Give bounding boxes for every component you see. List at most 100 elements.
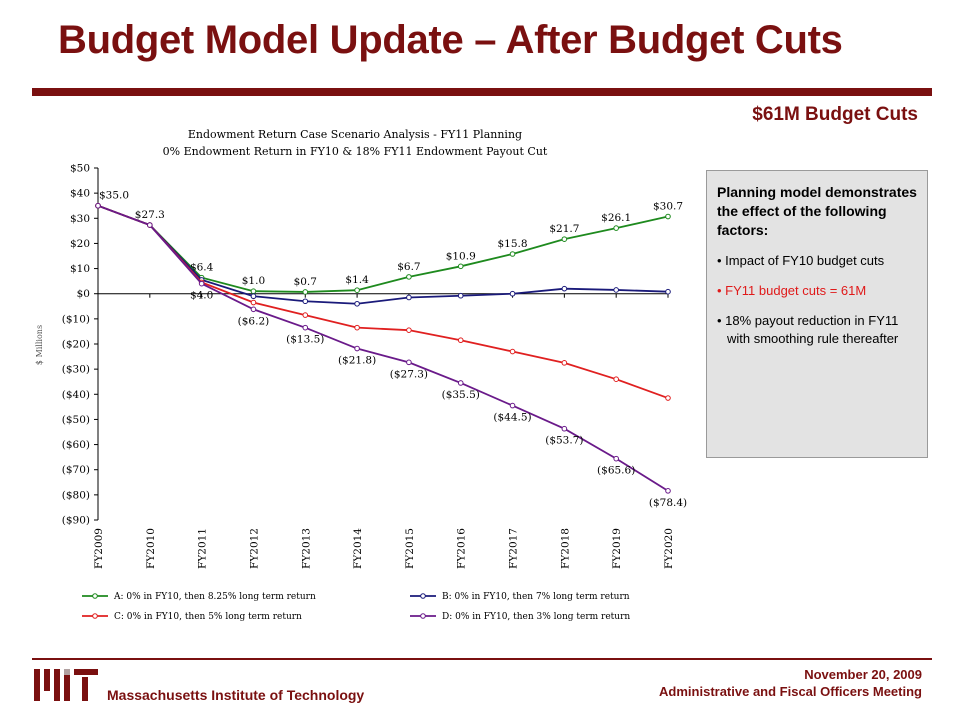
data-point-b — [561, 285, 568, 292]
data-label-a: $35.0 — [99, 190, 129, 202]
series-line-d — [97, 204, 669, 492]
x-tick-label: FY2011 — [197, 528, 209, 569]
footer-event: November 20, 2009 Administrative and Fis… — [659, 666, 922, 700]
chart-legend: A: 0% in FY10, then 8.25% long term retu… — [82, 592, 630, 622]
y-tick-label: ($50) — [62, 414, 90, 426]
data-point-d — [95, 202, 101, 209]
y-axis-label: $ Millions — [35, 325, 44, 365]
mit-logo-icon — [34, 669, 98, 701]
x-tick-label: FY2012 — [248, 528, 260, 569]
data-label-a: $6.4 — [190, 262, 214, 274]
data-point-a — [561, 236, 568, 242]
info-item-payout-reduction: • 18% payout reduction in FY11 with smoo… — [717, 313, 899, 346]
x-tick-label: FY2019 — [611, 528, 623, 569]
data-point-c — [457, 337, 464, 344]
endowment-line-chart: Endowment Return Case Scenario Analysis … — [35, 128, 687, 622]
title-divider — [32, 88, 932, 96]
footer-divider — [32, 658, 932, 660]
data-point-a — [302, 289, 309, 295]
y-tick-label: ($90) — [62, 515, 90, 527]
y-tick-label: $30 — [70, 213, 90, 225]
data-point-b — [302, 298, 309, 305]
y-tick-label: ($10) — [62, 313, 90, 325]
x-tick-label: FY2010 — [145, 528, 157, 569]
y-tick-label: ($70) — [62, 464, 90, 476]
data-point-d — [198, 280, 205, 287]
info-heading: Planning model demonstrates the effect o… — [717, 184, 917, 238]
data-label-d: ($53.7) — [545, 435, 583, 447]
legend-marker-b — [420, 593, 426, 599]
x-tick-label: FY2014 — [352, 528, 364, 569]
data-label-d: $4.0 — [190, 290, 213, 302]
legend-marker-d — [420, 613, 426, 619]
y-tick-label: $40 — [70, 188, 90, 200]
footer-date: November 20, 2009 — [804, 667, 922, 682]
legend-label-c: C: 0% in FY10, then 5% long term return — [114, 612, 302, 622]
slide-title: Budget Model Update – After Budget Cuts — [58, 18, 843, 62]
data-point-d — [406, 359, 412, 366]
data-label-a: $1.0 — [242, 275, 265, 287]
data-point-c — [561, 360, 568, 366]
data-point-d — [147, 222, 153, 228]
info-item-fy11-cuts: • FY11 budget cuts = 61M — [717, 283, 867, 298]
data-label-d: ($65.6) — [597, 465, 635, 477]
legend-label-b: B: 0% in FY10, then 7% long term return — [442, 592, 630, 602]
series-line-b — [97, 204, 669, 305]
x-tick-label: FY2009 — [93, 528, 105, 569]
info-item-fy10-impact: • Impact of FY10 budget cuts — [717, 253, 885, 268]
data-point-c — [406, 327, 412, 333]
x-tick-label: FY2018 — [559, 528, 571, 569]
data-label-d: ($6.2) — [238, 315, 270, 327]
data-point-b — [250, 293, 257, 300]
data-point-b — [509, 290, 516, 297]
x-tick-label: FY2017 — [508, 528, 520, 569]
legend-marker-c — [92, 613, 98, 619]
data-point-c — [613, 376, 619, 383]
y-tick-label: ($40) — [62, 389, 90, 401]
data-point-a — [354, 287, 360, 293]
data-point-d — [302, 324, 309, 331]
data-point-a — [665, 213, 671, 220]
y-tick-label: $10 — [70, 263, 90, 275]
y-tick-label: $50 — [70, 163, 90, 175]
chart-title: Endowment Return Case Scenario Analysis … — [188, 128, 522, 141]
data-label-d: ($13.5) — [286, 334, 324, 346]
series-layer: $35.0 $27.3 $6.4 $1.0 $0.7 $1.4 $6.7 $10.9 $15.8… — [95, 190, 687, 509]
data-point-c — [354, 324, 360, 331]
data-label-a: $27.3 — [135, 209, 165, 221]
data-label-a: $30.7 — [653, 201, 683, 213]
chart-axes: $50 $40 $30 $20 $10 $0 ($10) ($20) ($30) ($40) ($5… — [62, 163, 675, 569]
data-label-d: ($21.8) — [338, 355, 376, 367]
y-tick-label: $20 — [70, 238, 90, 250]
data-label-d: ($35.5) — [442, 389, 480, 401]
y-tick-label: ($80) — [62, 489, 90, 501]
data-point-b — [354, 300, 360, 307]
institute-name: Massachusetts Institute of Technology — [107, 687, 365, 703]
x-tick-label: FY2013 — [300, 528, 312, 569]
x-tick-label: FY2015 — [404, 528, 416, 569]
series-line-a — [97, 204, 669, 293]
y-tick-label: ($20) — [62, 339, 90, 351]
legend-label-d: D: 0% in FY10, then 3% long term return — [442, 612, 630, 622]
data-label-a: $10.9 — [446, 250, 476, 262]
data-point-a — [457, 263, 464, 270]
data-point-d — [457, 380, 464, 386]
data-point-d — [561, 425, 568, 432]
data-point-a — [250, 288, 257, 294]
info-box: Planning model demonstrates the effect o… — [706, 170, 928, 458]
data-label-a: $0.7 — [294, 276, 317, 288]
data-point-c — [250, 299, 257, 306]
legend-label-a: A: 0% in FY10, then 8.25% long term retu… — [113, 592, 316, 602]
data-point-d — [665, 488, 671, 494]
data-point-b — [665, 288, 671, 295]
data-point-c — [302, 312, 309, 318]
data-point-a — [509, 251, 516, 257]
x-tick-label: FY2016 — [456, 528, 468, 569]
data-label-d: ($27.3) — [390, 368, 428, 380]
legend-marker-a — [92, 593, 98, 599]
data-point-c — [665, 395, 671, 401]
data-point-d — [613, 455, 619, 462]
data-label-d: ($78.4) — [649, 497, 687, 509]
y-tick-label: ($60) — [62, 439, 90, 451]
data-label-a: $21.7 — [549, 223, 579, 235]
